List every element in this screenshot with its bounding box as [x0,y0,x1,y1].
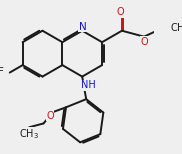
Text: N: N [79,22,86,32]
Text: O: O [116,7,124,17]
Text: CH$_3$: CH$_3$ [170,21,182,34]
Text: O: O [141,37,149,47]
Text: F: F [0,67,4,77]
Text: CH$_3$: CH$_3$ [19,127,39,141]
Text: NH: NH [81,80,96,90]
Text: O: O [46,111,54,121]
